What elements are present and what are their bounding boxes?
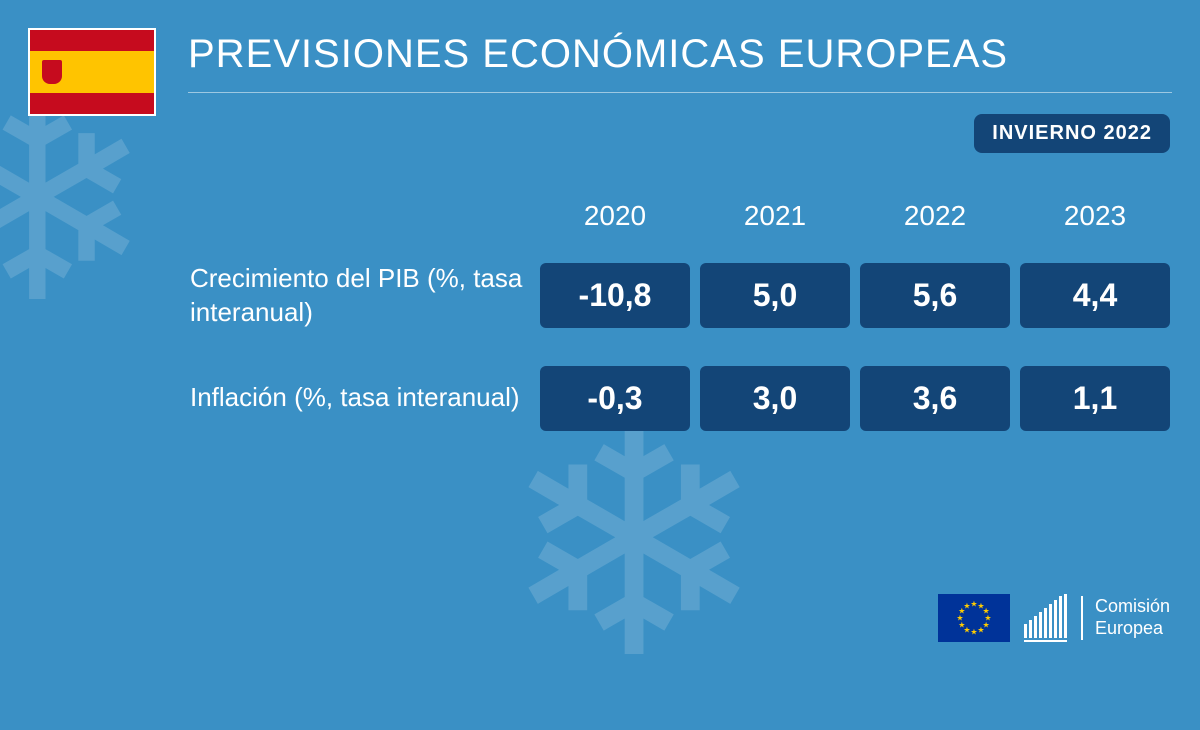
value-cell: -10,8 [540,263,690,328]
ec-logo: ★★★★★★★★★★★★ Comisión Europea [938,594,1170,642]
year-header: 2021 [700,200,850,232]
year-header: 2020 [540,200,690,232]
value-cell: 3,0 [700,366,850,431]
country-label: España [100,0,182,140]
ec-building-icon [1024,594,1067,642]
value-cell: 5,6 [860,263,1010,328]
value-cell: 5,0 [700,263,850,328]
year-header: 2022 [860,200,1010,232]
value-cell: -0,3 [540,366,690,431]
table-row: Inflación (%, tasa interanual) -0,3 3,0 … [190,366,1170,431]
row-label: Inflación (%, tasa interanual) [190,381,530,415]
season-badge: INVIERNO 2022 [974,114,1170,153]
page-title: PREVISIONES ECONÓMICAS EUROPEAS [188,32,1008,77]
ec-text-line1: Comisión [1095,596,1170,618]
ec-text-line2: Europea [1095,618,1170,640]
value-cell: 4,4 [1020,263,1170,328]
ec-logo-text: Comisión Europea [1081,596,1170,639]
row-label: Crecimiento del PIB (%, tasa interanual) [190,262,530,330]
year-header: 2023 [1020,200,1170,232]
forecast-table: 2020 2021 2022 2023 Crecimiento del PIB … [190,200,1170,467]
eu-flag-icon: ★★★★★★★★★★★★ [938,594,1010,642]
value-cell: 1,1 [1020,366,1170,431]
table-row: Crecimiento del PIB (%, tasa interanual)… [190,262,1170,330]
title-divider [188,92,1172,93]
table-header-row: 2020 2021 2022 2023 [190,200,1170,232]
value-cell: 3,6 [860,366,1010,431]
